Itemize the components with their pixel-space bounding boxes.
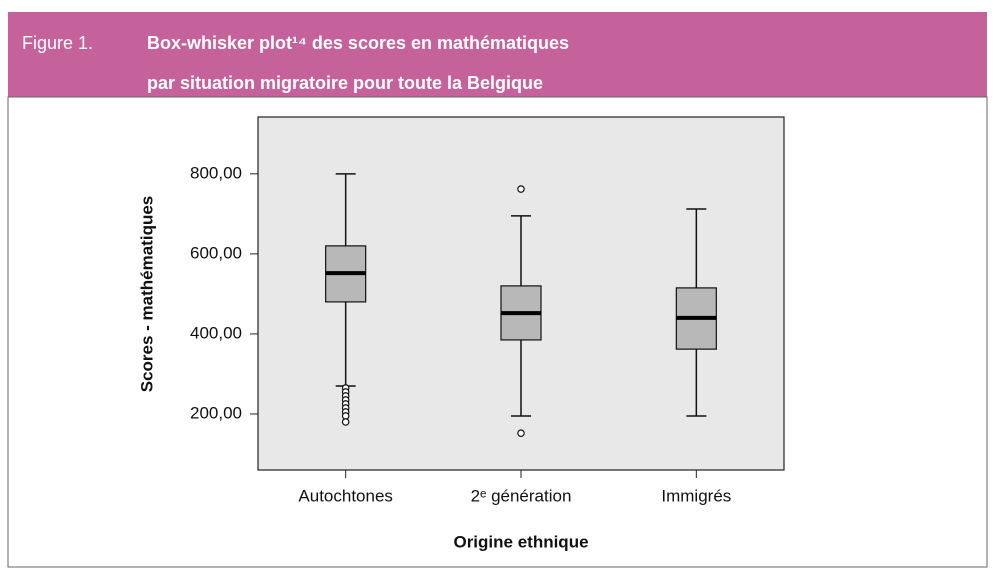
outlier — [341, 418, 350, 426]
figure-label: Figure 1. — [22, 33, 93, 53]
y-tick-label: 400,00 — [190, 323, 242, 342]
outlier — [517, 429, 525, 437]
y-tick-label: 600,00 — [190, 243, 242, 262]
y-axis-label: Scores - mathématiques — [137, 196, 156, 393]
x-axis-label: Origine ethnique — [453, 532, 588, 551]
x-tick-label: Autochtones — [298, 486, 393, 505]
header-band — [8, 12, 987, 97]
outlier — [517, 185, 525, 193]
x-tick-label: 2ᵉ génération — [471, 486, 572, 505]
y-tick-label: 800,00 — [190, 163, 242, 182]
title-line: Box-whisker plot¹⁴ des scores en mathéma… — [147, 33, 569, 53]
x-tick-label: Immigrés — [661, 486, 731, 505]
title-line: par situation migratoire pour toute la B… — [147, 73, 543, 93]
y-tick-label: 200,00 — [190, 403, 242, 422]
